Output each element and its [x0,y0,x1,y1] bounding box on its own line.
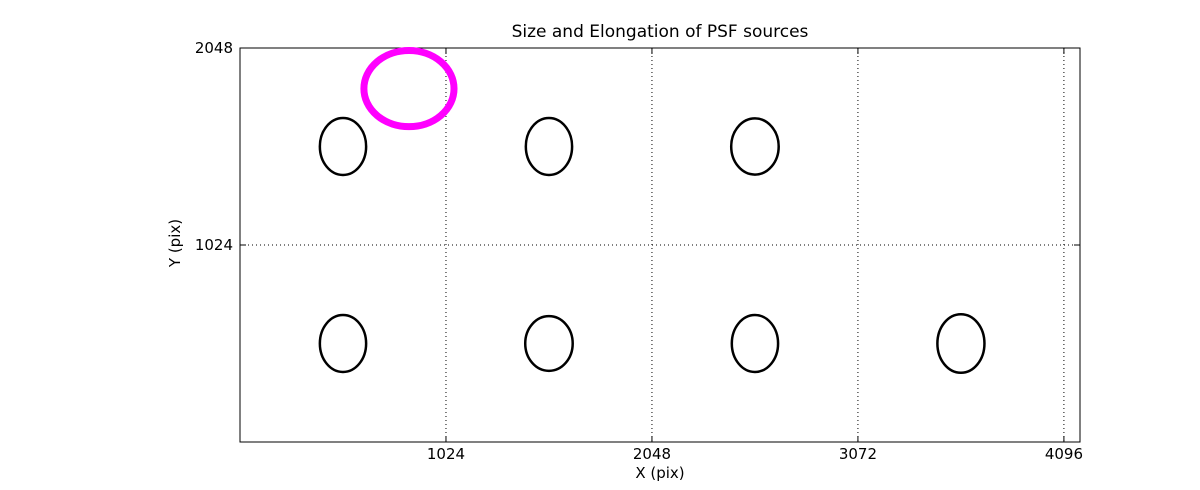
psf-source-2-ellipse [524,116,574,177]
psf-source-3-ellipse [729,117,780,176]
psf-source-7-ellipse [936,313,986,374]
x-tick-label: 4096 [1045,445,1083,463]
psf-source-4-ellipse [318,313,368,374]
highlighted-source-ellipse [360,47,458,131]
psf-source-1-ellipse [318,116,368,177]
y-tick-label: 1024 [195,236,233,254]
x-tick-label: 3072 [839,445,877,463]
x-tick-label: 2048 [633,445,671,463]
x-tick-label: 1024 [427,445,465,463]
chart-title: Size and Elongation of PSF sources [511,22,809,42]
y-tick-label: 2048 [195,39,233,57]
x-axis-label: X (pix) [635,464,685,482]
psf-source-6-ellipse [730,313,780,374]
psf-source-5-ellipse [523,314,574,373]
